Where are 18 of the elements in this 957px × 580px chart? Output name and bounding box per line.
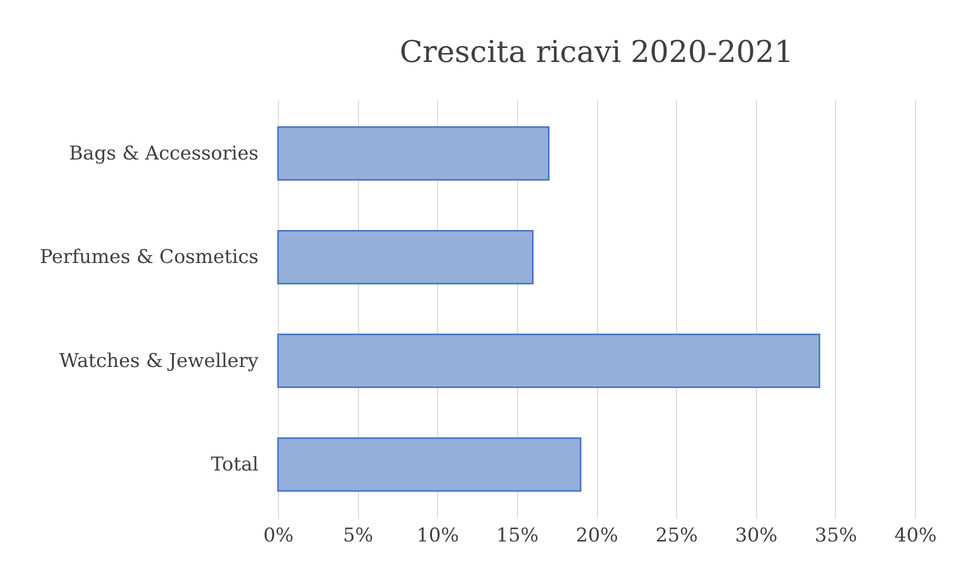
x-tick-label: 5% — [343, 524, 374, 546]
x-tick-label: 10% — [416, 524, 459, 546]
x-tick-label: 25% — [656, 524, 698, 546]
bar — [277, 437, 582, 492]
y-tick-label: Watches & Jewellery — [59, 350, 259, 372]
x-tick-label: 0% — [263, 524, 294, 546]
bar — [277, 230, 534, 284]
bar — [277, 334, 820, 388]
x-tick-label: 15% — [496, 524, 538, 546]
x-tick-label: 30% — [735, 524, 778, 546]
x-tick-label: 35% — [814, 524, 857, 546]
y-tick-label: Perfumes & Cosmetics — [40, 246, 258, 268]
x-tick-label: 20% — [576, 524, 618, 546]
bar — [277, 126, 550, 181]
chart-title: Crescita ricavi 2020-2021 — [400, 35, 794, 70]
y-tick-label: Bags & Accessories — [68, 142, 258, 164]
y-tick-label: Total — [210, 454, 258, 476]
x-tick-label: 40% — [894, 524, 937, 546]
